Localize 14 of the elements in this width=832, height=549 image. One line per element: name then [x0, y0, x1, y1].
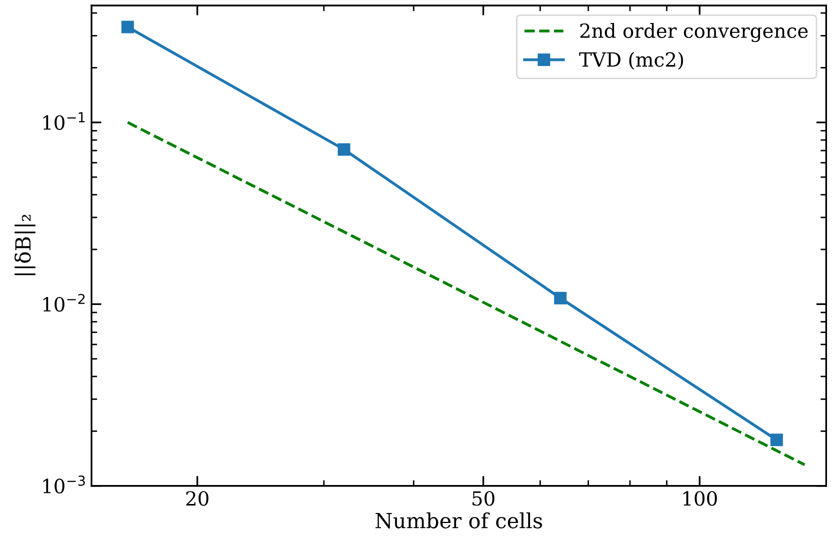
point	[121, 20, 134, 34]
legend-label: TVD (mc2)	[579, 52, 684, 70]
x-tick-label: 100	[683, 491, 717, 506]
y-tick-label: 10$^{−3}$	[43, 476, 85, 494]
y-axis-title: ||δB||₂	[14, 214, 36, 276]
y-tick-label: 10$^{−2}$	[43, 294, 85, 312]
point	[338, 143, 350, 156]
x-axis-title: Number of cells	[376, 512, 542, 528]
x-tick-label: 50	[472, 491, 494, 506]
point	[554, 292, 567, 304]
legend-label: 2nd order convergence	[580, 22, 808, 42]
point	[770, 434, 783, 446]
x-tick-label: 20	[186, 491, 208, 506]
y-tick-label: 10$^{−1}$	[43, 112, 85, 130]
